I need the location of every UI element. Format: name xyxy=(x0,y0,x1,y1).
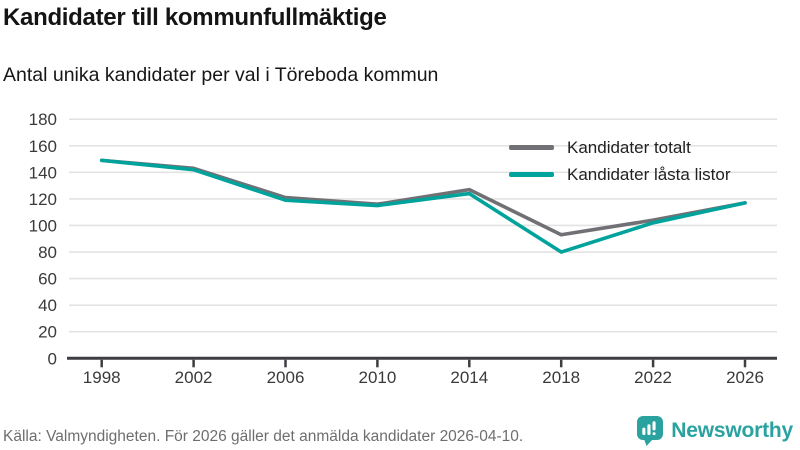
svg-text:120: 120 xyxy=(29,190,57,209)
newsworthy-speech-bubble-bar-chart-icon xyxy=(637,416,664,446)
legend-swatch-total xyxy=(509,145,554,150)
svg-text:140: 140 xyxy=(29,163,57,182)
svg-text:100: 100 xyxy=(29,216,57,235)
svg-text:2002: 2002 xyxy=(175,368,213,387)
svg-text:180: 180 xyxy=(29,110,57,129)
svg-text:2018: 2018 xyxy=(542,368,580,387)
svg-text:2014: 2014 xyxy=(450,368,488,387)
chart-legend: Kandidater totalt Kandidater låsta listo… xyxy=(509,134,730,188)
legend-label-locked-lists: Kandidater låsta listor xyxy=(567,164,731,184)
legend-label-total: Kandidater totalt xyxy=(567,137,691,157)
newsworthy-wordmark: Newsworthy xyxy=(671,418,793,442)
svg-text:20: 20 xyxy=(38,323,57,342)
svg-text:2022: 2022 xyxy=(634,368,672,387)
chart-subtitle: Antal unika kandidater per val i Törebod… xyxy=(3,64,439,86)
svg-text:60: 60 xyxy=(38,270,57,289)
svg-text:80: 80 xyxy=(38,243,57,262)
svg-text:0: 0 xyxy=(48,349,57,368)
legend-item-total: Kandidater totalt xyxy=(509,134,730,161)
legend-swatch-locked-lists xyxy=(509,172,554,177)
svg-text:1998: 1998 xyxy=(83,368,121,387)
page-title: Kandidater till kommunfullmäktige xyxy=(3,4,387,31)
source-note: Källa: Valmyndigheten. För 2026 gäller d… xyxy=(3,428,524,445)
legend-item-locked-lists: Kandidater låsta listor xyxy=(509,161,730,188)
svg-text:2026: 2026 xyxy=(726,368,764,387)
svg-text:2010: 2010 xyxy=(358,368,396,387)
svg-text:2006: 2006 xyxy=(267,368,305,387)
newsworthy-logo: Newsworthy xyxy=(636,415,793,446)
svg-text:160: 160 xyxy=(29,137,57,156)
svg-text:40: 40 xyxy=(38,296,57,315)
